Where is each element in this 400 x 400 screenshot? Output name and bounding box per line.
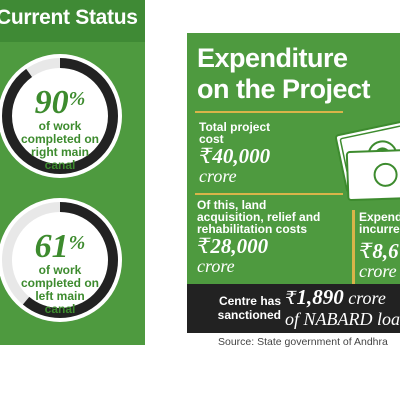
incurred-cost-label: Expend incurre (359, 210, 400, 236)
total-cost-unit: crore (199, 166, 237, 186)
expenditure-panel: Expenditure on the Project Total project… (187, 33, 400, 333)
land-cost-unit: crore (197, 256, 235, 276)
incurred-cost-unit: crore (359, 261, 397, 281)
rupee-notes-icon (335, 117, 400, 202)
land-cost-label: Of this, land acquisition, relief and re… (197, 198, 321, 236)
card-divider (352, 210, 355, 284)
progress-arc (2, 58, 118, 174)
total-cost-label: Total project cost (199, 120, 271, 146)
land-cost-amount: ₹28,000 (197, 234, 269, 258)
right-canal-progress-ring: 90% of work completed on right main cana… (0, 54, 122, 178)
right-canal-caption: of work completed on right main canal (20, 119, 99, 172)
sanction-label: Centre has sanctioned (217, 294, 281, 322)
land-cost-card: Of this, land acquisition, relief and re… (197, 199, 320, 275)
left-canal-caption: of work completed on left main canal (20, 263, 99, 316)
sanction-band: Centre has sanctioned ₹1,890 crore of NA… (187, 284, 400, 333)
expenditure-title: Expenditure on the Project (197, 43, 371, 104)
left-canal-percent: 61% (34, 228, 86, 265)
total-cost-amount: ₹40,000 (199, 144, 271, 168)
incurred-cost-amount: ₹8,6 (359, 239, 399, 263)
incurred-cost-card: Expend incurre ₹8,6 crore (359, 211, 400, 280)
progress-ring-graphic (2, 202, 118, 318)
current-status-header: Current Status (0, 0, 145, 42)
source-note: Source: State government of Andhra (218, 336, 388, 348)
sanction-subtext: of NABARD loa (285, 309, 400, 329)
right-canal-percent: 90% (34, 84, 86, 121)
progress-arc (2, 202, 118, 318)
left-canal-progress-ring: 61% of work completed on left main canal (0, 198, 122, 322)
progress-ring-graphic (2, 58, 118, 174)
total-cost-card: Total project cost ₹40,000 crore (199, 121, 270, 185)
cost-divider (195, 193, 343, 195)
title-divider (195, 111, 343, 113)
sanction-amount: ₹1,890 crore (285, 285, 386, 309)
current-status-title: Current Status (0, 6, 138, 29)
current-status-panel: Current Status 90% of work completed on … (0, 0, 145, 345)
